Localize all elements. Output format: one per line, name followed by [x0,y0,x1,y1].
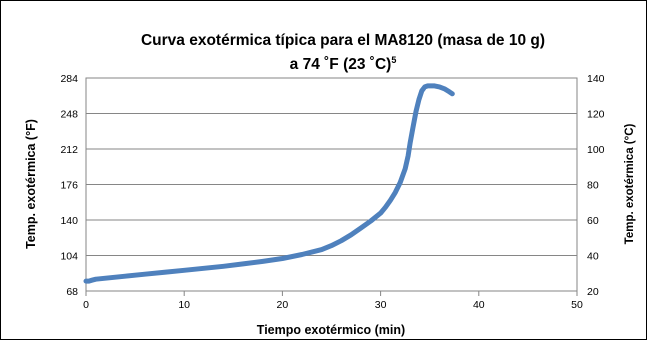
series-layer [83,83,455,284]
y-tick-left-140: 140 [60,215,78,227]
series-line-0 [83,83,455,284]
tick-labels: 68 104 140 176 212 248 284 20 40 60 80 100 120 140 0 10… [60,73,604,311]
x-tick-20: 20 [277,299,289,311]
x-tick-10: 10 [178,299,190,311]
y-tick-right-120: 120 [587,109,605,121]
y-tick-left-176: 176 [60,180,78,192]
x-axis-label: Tiempo exotérmico (min) [257,323,405,337]
y-axis-left-label: Temp. exotérmica (°F) [24,119,38,249]
x-tick-50: 50 [571,299,583,311]
y-tick-left-248: 248 [60,109,78,121]
gridlines [86,113,577,256]
x-tick-30: 30 [375,299,387,311]
y-tick-left-68: 68 [66,286,78,298]
y-tick-right-80: 80 [587,180,599,192]
chart-title-line2: a 74 ˚F (23 ˚C)5 [290,55,397,73]
y-tick-left-104: 104 [60,251,78,263]
plot-area-border [85,77,578,292]
x-tick-0: 0 [83,299,89,311]
y-tick-right-60: 60 [587,215,599,227]
y-tick-left-212: 212 [60,144,78,156]
y-axis-right-label: Temp. exotérmica (°C) [624,123,636,244]
y-tick-right-40: 40 [587,251,599,263]
y-tick-right-140: 140 [587,73,605,85]
chart-title-line2-text: a 74 ˚F (23 ˚C) [290,56,392,73]
chart-title-line1: Curva exotérmica típica para el MA8120 (… [141,32,545,49]
x-tick-40: 40 [473,299,485,311]
y-tick-left-284: 284 [60,73,78,85]
chart-title-superscript: 5 [391,55,396,65]
y-tick-right-20: 20 [587,286,599,298]
y-tick-right-100: 100 [587,144,605,156]
